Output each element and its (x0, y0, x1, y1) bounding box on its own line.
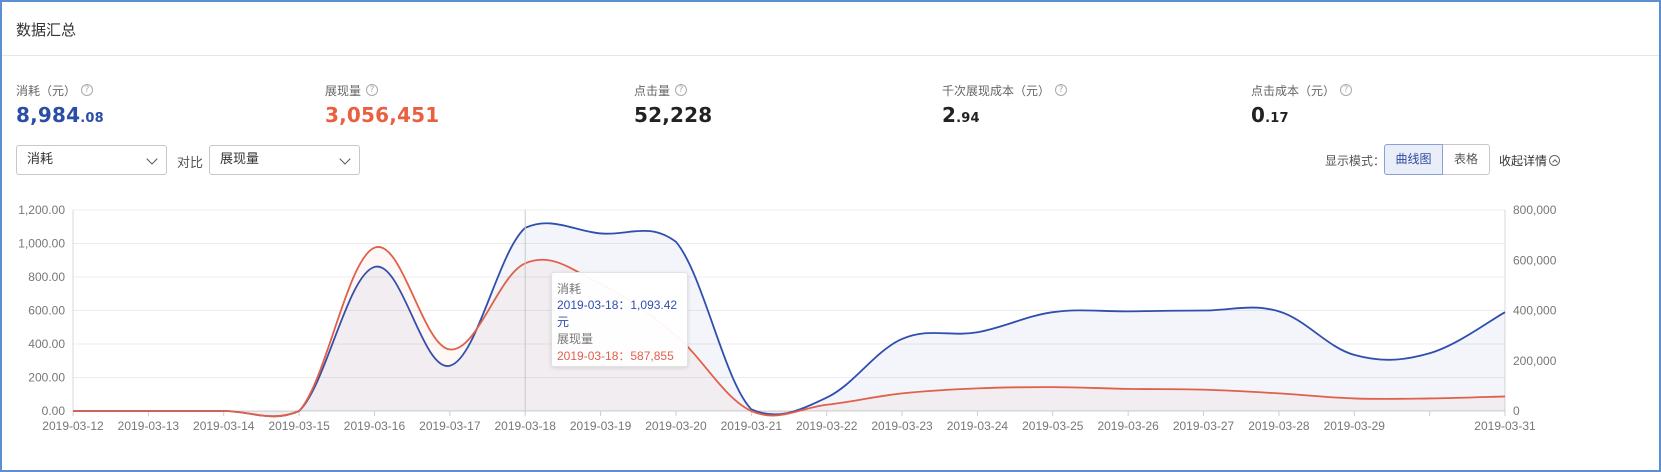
x-tick-label: 2019-03-16 (344, 419, 406, 433)
y-left-tick-label: 0.00 (42, 404, 66, 418)
mode-curve-button[interactable]: 曲线图 (1384, 144, 1443, 175)
metric2-select[interactable]: 展现量 (209, 145, 360, 175)
x-tick-label: 2019-03-19 (570, 419, 632, 433)
x-tick-label: 2019-03-24 (947, 419, 1009, 433)
y-right-tick-label: 800,000 (1513, 203, 1557, 217)
help-icon[interactable]: ? (675, 84, 688, 96)
metric-clicks-label: 点击量 (634, 83, 671, 98)
x-tick-label: 2019-03-13 (118, 419, 180, 433)
x-tick-label: 2019-03-12 (42, 419, 104, 433)
tooltip-series2-value: 2019-03-18：587,855 (557, 349, 674, 363)
y-left-tick-label: 800.00 (28, 270, 65, 284)
collapse-details-link[interactable]: 收起详情 (1499, 152, 1561, 169)
metric-clicks: 点击量? 52,228 (634, 82, 713, 128)
compare-label: 对比 (177, 156, 204, 171)
x-tick-label: 2019-03-26 (1097, 419, 1159, 433)
metric1-select[interactable]: 消耗 (16, 145, 167, 175)
x-tick-label: 2019-03-15 (268, 419, 330, 433)
x-tick-label: 2019-03-22 (796, 419, 858, 433)
y-right-tick-label: 200,000 (1513, 354, 1557, 368)
chart-tooltip: 消耗 2019-03-18：1,093.42元 展现量 2019-03-18：5… (551, 272, 688, 367)
x-tick-label: 2019-03-20 (645, 419, 707, 433)
metric-cpc-value: 0.17 (1251, 103, 1289, 127)
y-right-tick-label: 0 (1513, 404, 1520, 418)
y-right-tick-label: 400,000 (1513, 304, 1557, 318)
metric-impressions-value: 3,056,451 (325, 103, 440, 127)
collapse-details-label: 收起详情 (1499, 154, 1548, 168)
x-tick-label: 2019-03-28 (1248, 419, 1310, 433)
trend-chart: 0.00 200.00 400.00 600.00 800.00 1,000.00 1,20… (18, 203, 1557, 433)
x-tick-label: 2019-03-27 (1173, 419, 1235, 433)
x-tick-label: 2019-03-14 (193, 419, 255, 433)
x-tick-label: 2019-03-25 (1022, 419, 1084, 433)
y-left-tick-label: 400.00 (28, 337, 65, 351)
help-icon[interactable]: ? (81, 84, 94, 96)
metric1-select-value: 消耗 (27, 152, 54, 167)
panel-header: 数据汇总 (2, 2, 1659, 56)
chevron-down-icon (146, 153, 158, 165)
metric-cpm-value: 2.94 (942, 103, 980, 127)
metric-cpm: 千次展现成本（元）? 2.94 (942, 82, 1068, 127)
series-line-2 (73, 246, 1506, 418)
metric-impressions: 展现量? 3,056,451 (325, 82, 440, 128)
metric-impressions-label: 展现量 (325, 83, 362, 98)
x-tick-label: 2019-03-23 (871, 419, 933, 433)
chevron-up-circle-icon (1549, 155, 1561, 166)
metric-cpm-label: 千次展现成本（元） (942, 83, 1051, 98)
panel-title: 数据汇总 (16, 21, 77, 39)
x-tick-label: 2019-03-29 (1324, 419, 1386, 433)
tooltip-series1-name: 消耗 (557, 282, 582, 296)
y-left-tick-label: 1,000.00 (18, 237, 65, 251)
metric-clicks-value: 52,228 (634, 103, 713, 127)
metric-cost-label: 消耗（元） (16, 83, 77, 98)
x-tick-label: 2019-03-17 (419, 419, 481, 433)
metric2-select-value: 展现量 (220, 152, 260, 167)
chevron-down-icon (339, 153, 351, 165)
y-left-tick-label: 600.00 (28, 304, 65, 318)
x-tick-label: 2019-03-21 (721, 419, 783, 433)
metric-cpc-label: 点击成本（元） (1251, 83, 1336, 98)
metric-cost-value: 8,984.08 (16, 103, 104, 127)
help-icon[interactable]: ? (1055, 84, 1068, 96)
tooltip-series2-name: 展现量 (557, 332, 594, 346)
y-left-tick-label: 1,200.00 (18, 203, 65, 217)
series-area-2 (73, 246, 1505, 417)
series-line-1 (73, 222, 1506, 418)
x-tick-label: 2019-03-31 (1474, 419, 1536, 433)
help-icon[interactable]: ? (366, 84, 379, 96)
display-mode-label: 显示模式： (1325, 154, 1386, 168)
y-left-tick-label: 200.00 (28, 371, 65, 385)
display-mode-toggle: 曲线图 表格 (1384, 144, 1490, 175)
series-area-1 (73, 223, 1505, 417)
x-tick-label: 2019-03-18 (495, 419, 557, 433)
metric-cost: 消耗（元）? 8,984.08 (16, 82, 104, 128)
mode-table-button[interactable]: 表格 (1443, 144, 1490, 175)
help-icon[interactable]: ? (1340, 84, 1353, 96)
metric-cpc: 点击成本（元）? 0.17 (1251, 82, 1353, 127)
tooltip-series1-value: 2019-03-18：1,093.42元 (557, 298, 678, 329)
y-right-tick-label: 600,000 (1513, 253, 1557, 267)
